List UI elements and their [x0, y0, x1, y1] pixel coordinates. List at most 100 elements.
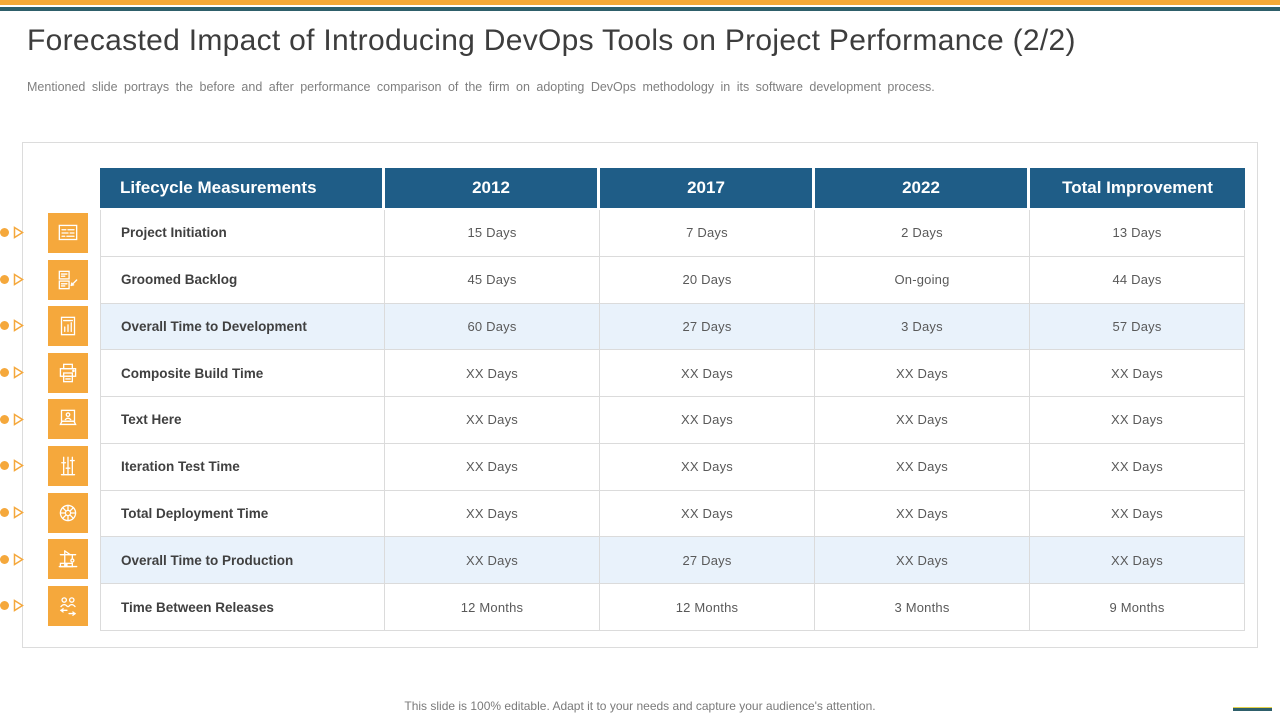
cell-2022: On-going: [815, 256, 1030, 303]
cell-total: 9 Months: [1030, 584, 1245, 630]
triangle-arrow-icon: [13, 413, 24, 426]
row-label: Overall Time to Development: [100, 303, 385, 350]
bullet-dot-icon: [0, 228, 9, 237]
ship-wheel-icon: [48, 493, 88, 533]
cell-2012: XX Days: [385, 490, 600, 537]
bullet-dot-icon: [0, 555, 9, 564]
table-row: Composite Build Time XX Days XX Days XX …: [100, 350, 1245, 398]
top-accent-line: [0, 7, 1280, 11]
cell-total: 13 Days: [1030, 210, 1245, 256]
triangle-arrow-icon: [13, 506, 24, 519]
cell-2017: 27 Days: [600, 537, 815, 584]
cell-total: XX Days: [1030, 443, 1245, 490]
header-lifecycle-measurements: Lifecycle Measurements: [100, 168, 385, 208]
cell-2017: 20 Days: [600, 256, 815, 303]
row-marker: [0, 553, 30, 567]
row-marker: [0, 319, 30, 333]
row-label: Text Here: [100, 397, 385, 443]
table-row-highlighted: Overall Time to Production XX Days 27 Da…: [100, 537, 1245, 585]
table-row-highlighted: Overall Time to Development 60 Days 27 D…: [100, 303, 1245, 351]
header-2017: 2017: [600, 168, 815, 208]
table-row: Total Deployment Time XX Days XX Days XX…: [100, 490, 1245, 538]
page-title: Forecasted Impact of Introducing DevOps …: [27, 24, 1076, 57]
bullet-dot-icon: [0, 275, 9, 284]
cell-2017: XX Days: [600, 490, 815, 537]
triangle-arrow-icon: [13, 599, 24, 612]
row-marker: [0, 599, 30, 613]
corner-accent-mark: [1233, 707, 1272, 711]
top-accent-bar: [0, 0, 1280, 5]
triangle-arrow-icon: [13, 553, 24, 566]
row-marker: [0, 506, 30, 520]
cell-2022: XX Days: [815, 443, 1030, 490]
cell-2012: 12 Months: [385, 584, 600, 630]
triangle-arrow-icon: [13, 226, 24, 239]
cell-2017: 27 Days: [600, 303, 815, 350]
header-2022: 2022: [815, 168, 1030, 208]
cell-2017: 7 Days: [600, 210, 815, 256]
cell-2022: XX Days: [815, 490, 1030, 537]
cell-2012: XX Days: [385, 537, 600, 584]
cell-total: XX Days: [1030, 490, 1245, 537]
row-marker: [0, 273, 30, 287]
cell-2022: 3 Days: [815, 303, 1030, 350]
bullet-dot-icon: [0, 461, 9, 470]
row-label: Composite Build Time: [100, 350, 385, 397]
footer-note: This slide is 100% editable. Adapt it to…: [404, 699, 876, 713]
row-label: Groomed Backlog: [100, 256, 385, 303]
cell-2017: XX Days: [600, 350, 815, 397]
laptop-user-icon: [48, 399, 88, 439]
triangle-arrow-icon: [13, 319, 24, 332]
cell-total: XX Days: [1030, 350, 1245, 397]
chart-document-icon: [48, 306, 88, 346]
triangle-arrow-icon: [13, 459, 24, 472]
row-label: Time Between Releases: [100, 584, 385, 630]
triangle-arrow-icon: [13, 273, 24, 286]
row-marker: [0, 459, 30, 473]
row-label: Iteration Test Time: [100, 443, 385, 490]
header-total-improvement: Total Improvement: [1030, 168, 1245, 208]
cell-2012: 60 Days: [385, 303, 600, 350]
cell-2012: 15 Days: [385, 210, 600, 256]
cell-total: XX Days: [1030, 537, 1245, 584]
triangle-arrow-icon: [13, 366, 24, 379]
table-row: Text Here XX Days XX Days XX Days XX Day…: [100, 397, 1245, 444]
header-2012: 2012: [385, 168, 600, 208]
bullet-dot-icon: [0, 508, 9, 517]
cell-2017: XX Days: [600, 397, 815, 443]
bullet-dot-icon: [0, 321, 9, 330]
kanban-board-icon: [48, 213, 88, 253]
cell-2012: XX Days: [385, 397, 600, 443]
table-header-row: Lifecycle Measurements 2012 2017 2022 To…: [100, 168, 1245, 208]
printer-icon: [48, 353, 88, 393]
row-marker: [0, 366, 30, 380]
cell-2022: 3 Months: [815, 584, 1030, 630]
table-row: Project Initiation 15 Days 7 Days 2 Days…: [100, 210, 1245, 257]
people-exchange-icon: [48, 586, 88, 626]
row-marker: [0, 413, 30, 427]
cell-total: 44 Days: [1030, 256, 1245, 303]
cell-2022: XX Days: [815, 397, 1030, 443]
cell-2012: 45 Days: [385, 256, 600, 303]
cell-2022: XX Days: [815, 537, 1030, 584]
row-label: Project Initiation: [100, 210, 385, 256]
bullet-dot-icon: [0, 368, 9, 377]
row-label: Total Deployment Time: [100, 490, 385, 537]
comparison-table: Lifecycle Measurements 2012 2017 2022 To…: [100, 168, 1245, 631]
table-row: Iteration Test Time XX Days XX Days XX D…: [100, 443, 1245, 491]
bullet-dot-icon: [0, 601, 9, 610]
cell-2022: XX Days: [815, 350, 1030, 397]
cell-2017: 12 Months: [600, 584, 815, 630]
cell-total: 57 Days: [1030, 303, 1245, 350]
cell-2012: XX Days: [385, 443, 600, 490]
table-row: Groomed Backlog 45 Days 20 Days On-going…: [100, 256, 1245, 304]
cell-total: XX Days: [1030, 397, 1245, 443]
cell-2017: XX Days: [600, 443, 815, 490]
cell-2012: XX Days: [385, 350, 600, 397]
test-rig-icon: [48, 446, 88, 486]
row-marker: [0, 226, 30, 240]
cell-2022: 2 Days: [815, 210, 1030, 256]
table-row: Time Between Releases 12 Months 12 Month…: [100, 584, 1245, 631]
bullet-dot-icon: [0, 415, 9, 424]
checklist-icon: [48, 260, 88, 300]
